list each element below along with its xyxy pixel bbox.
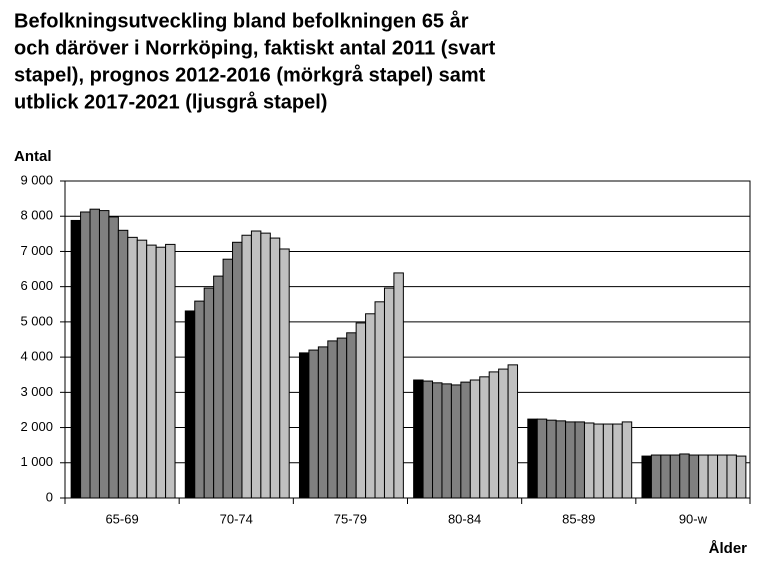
bar <box>365 313 376 499</box>
bar <box>735 455 747 499</box>
bar <box>70 219 82 499</box>
bar <box>707 454 719 499</box>
bar <box>136 239 148 499</box>
bar <box>298 352 310 499</box>
y-tick-label: 8 000 <box>20 208 53 223</box>
chart-title: stapel), prognos 2012-2016 (mörkgrå stap… <box>14 63 486 86</box>
chart-title: och däröver i Norrköping, faktiskt antal… <box>14 37 496 59</box>
y-tick-label: 4 000 <box>20 349 53 364</box>
x-tick-label: 70-74 <box>220 511 253 526</box>
y-tick-label: 2 000 <box>20 419 53 434</box>
bar <box>498 368 509 499</box>
bar <box>593 423 604 499</box>
bar <box>213 275 224 499</box>
bar <box>669 454 681 499</box>
bar <box>660 454 671 499</box>
bar <box>383 287 395 499</box>
bar <box>536 418 548 499</box>
y-tick-label: 6 000 <box>20 278 53 293</box>
bar <box>108 216 119 499</box>
chart-title: utblick 2017-2021 (ljusgrå stapel) <box>14 90 327 113</box>
x-tick-label: 90-w <box>679 511 708 526</box>
bar <box>450 384 462 499</box>
y-tick-label: 5 000 <box>20 313 53 328</box>
bar <box>507 364 519 499</box>
bar <box>260 232 271 499</box>
bar <box>488 371 500 499</box>
bar <box>612 423 623 499</box>
y-tick-label: 0 <box>46 489 53 504</box>
bar <box>717 454 728 499</box>
bar <box>422 380 434 499</box>
bar <box>698 454 709 499</box>
bar <box>355 322 367 499</box>
bar <box>155 246 167 499</box>
bar <box>203 287 215 499</box>
bar <box>232 241 243 499</box>
bar <box>184 310 196 499</box>
y-tick-label: 1 000 <box>20 454 53 469</box>
plot-frame <box>64 180 751 499</box>
bar <box>165 243 176 499</box>
bar <box>574 421 585 499</box>
bar <box>80 211 91 499</box>
bar <box>469 379 481 499</box>
bar <box>460 381 471 499</box>
y-tick-label: 9 000 <box>20 172 53 187</box>
bar <box>269 237 281 499</box>
bar <box>336 337 348 499</box>
bar <box>413 379 424 499</box>
bar <box>279 248 290 499</box>
bar <box>546 419 557 499</box>
bar <box>117 229 129 499</box>
bar <box>317 346 329 499</box>
bar <box>726 454 737 499</box>
bar <box>555 420 567 499</box>
bar <box>641 455 652 499</box>
bar <box>127 236 138 499</box>
bar <box>679 453 690 499</box>
y-tick-label: 7 000 <box>20 243 53 258</box>
bar <box>194 300 205 499</box>
y-axis-title: Antal <box>14 148 52 165</box>
bar <box>393 272 404 499</box>
x-tick-label: 80-84 <box>448 511 481 526</box>
bar <box>650 454 662 499</box>
bar <box>479 376 490 499</box>
x-tick-label: 75-79 <box>334 511 367 526</box>
y-tick-label: 3 000 <box>20 384 53 399</box>
bar <box>250 230 262 499</box>
bar <box>688 454 700 499</box>
bar <box>527 418 538 499</box>
x-tick-label: 65-69 <box>105 511 138 526</box>
bar <box>432 382 443 499</box>
bar <box>374 301 385 499</box>
bar <box>222 258 234 499</box>
bar <box>602 423 614 499</box>
chart-title: Befolkningsutveckling bland befolkningen… <box>14 9 469 32</box>
bar <box>565 421 576 499</box>
bar <box>308 349 319 499</box>
bar <box>346 332 357 499</box>
bar <box>146 244 157 499</box>
bar <box>583 422 595 499</box>
bar <box>327 340 338 499</box>
bar <box>98 210 110 499</box>
bar <box>441 383 452 499</box>
bar <box>241 234 252 499</box>
x-axis-title: Ålder <box>709 540 748 557</box>
x-tick-label: 85-89 <box>562 511 595 526</box>
bar <box>89 208 100 499</box>
bar <box>621 421 633 499</box>
